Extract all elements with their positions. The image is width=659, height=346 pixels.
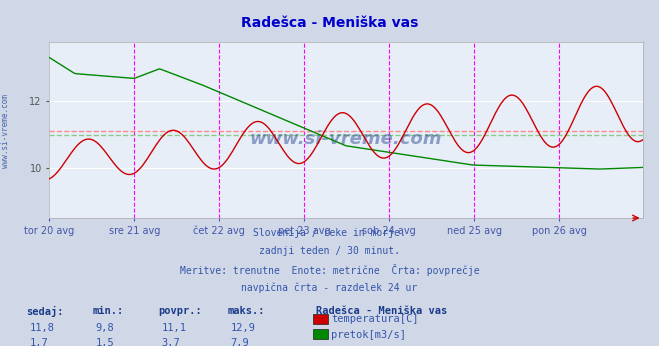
Text: Slovenija / reke in morje.: Slovenija / reke in morje. [253,228,406,238]
Text: 11,8: 11,8 [30,323,55,333]
Text: www.si-vreme.com: www.si-vreme.com [1,94,10,169]
Text: 12,9: 12,9 [231,323,256,333]
Text: pretok[m3/s]: pretok[m3/s] [331,330,407,340]
Text: www.si-vreme.com: www.si-vreme.com [250,129,442,148]
Text: 3,7: 3,7 [161,338,180,346]
Text: maks.:: maks.: [227,306,265,316]
Text: 1,7: 1,7 [30,338,48,346]
Text: 11,1: 11,1 [161,323,186,333]
Text: min.:: min.: [92,306,123,316]
Text: navpična črta - razdelek 24 ur: navpična črta - razdelek 24 ur [241,282,418,293]
Text: sedaj:: sedaj: [26,306,64,317]
Text: 1,5: 1,5 [96,338,114,346]
Text: Radešca - Meniška vas: Radešca - Meniška vas [241,16,418,29]
Text: povpr.:: povpr.: [158,306,202,316]
Text: temperatura[C]: temperatura[C] [331,315,419,324]
Text: zadnji teden / 30 minut.: zadnji teden / 30 minut. [259,246,400,256]
Text: 7,9: 7,9 [231,338,249,346]
Text: Meritve: trenutne  Enote: metrične  Črta: povprečje: Meritve: trenutne Enote: metrične Črta: … [180,264,479,276]
Text: 9,8: 9,8 [96,323,114,333]
Text: Radešca - Meniška vas: Radešca - Meniška vas [316,306,447,316]
